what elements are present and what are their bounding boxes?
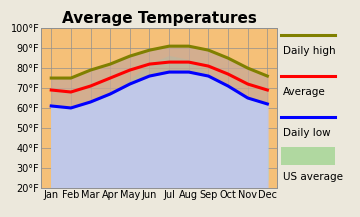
Text: Daily high: Daily high bbox=[283, 46, 336, 56]
Text: Daily low: Daily low bbox=[283, 128, 330, 138]
Text: Average: Average bbox=[283, 87, 326, 97]
Text: US average: US average bbox=[283, 172, 343, 182]
Title: Average Temperatures: Average Temperatures bbox=[62, 11, 257, 26]
Bar bbox=[280, 147, 335, 165]
